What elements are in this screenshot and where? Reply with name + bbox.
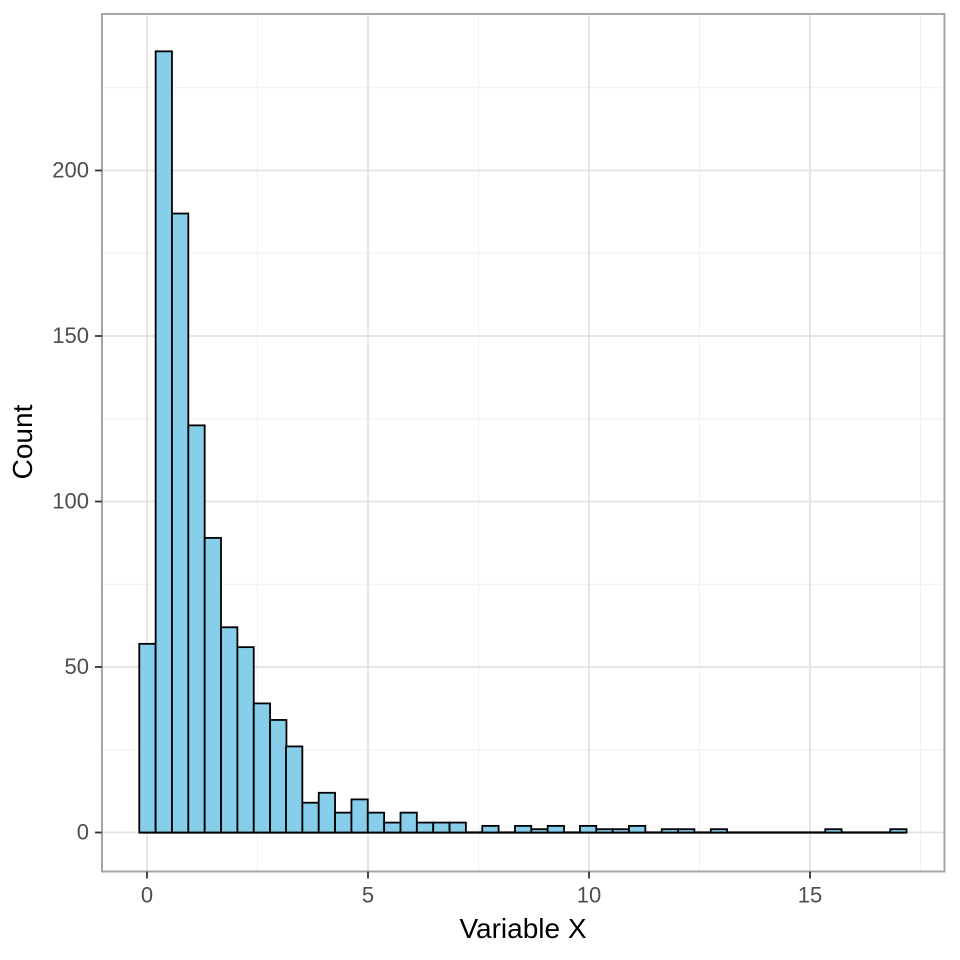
- histogram-bar: [285, 745, 304, 834]
- histogram-bar: [220, 626, 239, 834]
- histogram-bar: [448, 821, 467, 834]
- histogram-bar: [350, 798, 369, 834]
- histogram-bar: [203, 537, 222, 834]
- bars: [138, 50, 908, 834]
- histogram-bar: [824, 828, 843, 834]
- y-tick-label: 150: [52, 323, 89, 348]
- histogram-bar: [383, 821, 402, 834]
- y-axis-tick-labels: 0 50 100 150 200: [52, 158, 89, 845]
- x-axis-ticks: [146, 871, 811, 879]
- y-tick-label: 200: [52, 158, 89, 183]
- histogram-bar: [432, 821, 451, 834]
- histogram-bar: [269, 719, 288, 834]
- y-axis-ticks: [95, 169, 102, 834]
- histogram-bar: [546, 824, 565, 834]
- histogram-bar: [187, 424, 206, 834]
- y-tick-label: 0: [77, 820, 89, 845]
- x-tick-label: 5: [362, 883, 374, 908]
- y-tick-label: 100: [52, 489, 89, 514]
- histogram-bar: [660, 828, 679, 834]
- histogram-bar: [399, 811, 418, 834]
- histogram-bar: [579, 824, 598, 834]
- histogram-bar: [530, 828, 549, 834]
- histogram-bar: [154, 50, 173, 834]
- histogram-bar: [301, 801, 320, 834]
- histogram-bar: [317, 791, 336, 834]
- histogram-bar: [236, 646, 255, 834]
- x-axis-title: Variable X: [459, 913, 586, 944]
- x-tick-label: 10: [577, 883, 601, 908]
- gridlines-minor: [102, 14, 945, 872]
- x-axis-tick-labels: 0 5 10 15: [141, 883, 822, 908]
- histogram-bar: [595, 828, 614, 834]
- histogram-bar: [415, 821, 435, 834]
- histogram-bar: [252, 702, 271, 834]
- histogram-bar: [481, 824, 500, 834]
- histogram-bar: [171, 212, 190, 834]
- y-tick-label: 50: [65, 654, 89, 679]
- histogram-bar: [611, 828, 630, 834]
- histogram-bar: [138, 642, 157, 834]
- histogram-bar: [334, 811, 353, 834]
- x-tick-label: 15: [798, 883, 822, 908]
- histogram-bar: [709, 828, 729, 834]
- y-axis-title: Count: [7, 404, 38, 479]
- histogram-bar: [366, 811, 386, 834]
- histogram-bar: [514, 824, 533, 834]
- panel-border: [101, 13, 946, 873]
- histogram-bar: [677, 828, 696, 834]
- x-tick-label: 0: [141, 883, 153, 908]
- histogram-bar: [889, 828, 908, 834]
- histogram-bar: [628, 824, 647, 834]
